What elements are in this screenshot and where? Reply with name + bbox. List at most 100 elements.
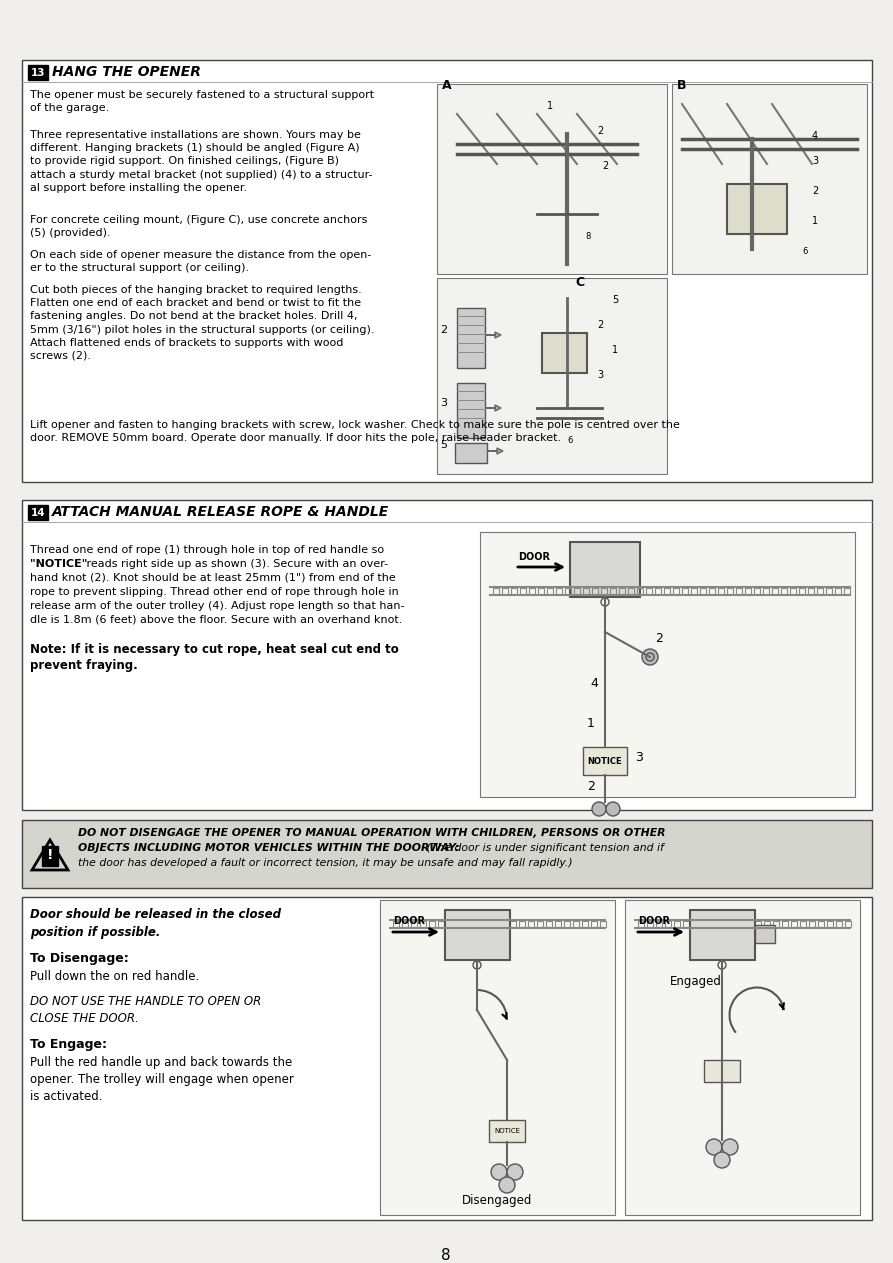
Text: Cut both pieces of the hanging bracket to required lengths.
Flatten one end of e: Cut both pieces of the hanging bracket t… [30, 285, 374, 361]
Bar [827, 921, 833, 927]
Bar [528, 921, 534, 927]
Bar [704, 1060, 740, 1082]
Bar [710, 921, 716, 927]
Bar [457, 308, 485, 368]
Bar [447, 921, 453, 927]
Text: Engaged: Engaged [670, 975, 722, 988]
Bar [582, 921, 588, 927]
Bar [755, 925, 775, 943]
Bar [727, 184, 787, 234]
Text: "NOTICE": "NOTICE" [30, 560, 88, 570]
Text: 2: 2 [597, 126, 604, 136]
Bar [700, 589, 706, 594]
FancyArrow shape [485, 405, 501, 410]
Bar [763, 589, 769, 594]
Bar [772, 589, 778, 594]
Bar [489, 1120, 525, 1142]
Bar [556, 589, 562, 594]
Bar [656, 921, 662, 927]
Text: To Disengage:: To Disengage: [30, 952, 129, 965]
Bar [573, 921, 579, 927]
Bar [542, 333, 587, 373]
Bar [719, 921, 725, 927]
Bar [799, 589, 805, 594]
Bar [773, 921, 779, 927]
Bar [690, 911, 755, 960]
Bar [537, 921, 543, 927]
Bar [638, 921, 644, 927]
Bar [701, 921, 707, 927]
Bar [817, 589, 823, 594]
Text: Pull down the on red handle.: Pull down the on red handle. [30, 970, 199, 983]
Bar [664, 589, 670, 594]
Bar [456, 921, 462, 927]
Text: 3: 3 [597, 370, 603, 380]
Bar [457, 383, 485, 438]
Bar [520, 589, 526, 594]
Bar [22, 61, 872, 482]
Bar [601, 589, 607, 594]
Bar [437, 278, 667, 474]
Text: 3: 3 [440, 398, 447, 408]
Bar [826, 589, 832, 594]
Bar [746, 921, 752, 927]
Bar [583, 589, 589, 594]
Bar [709, 589, 715, 594]
Circle shape [507, 1164, 523, 1180]
Text: the door has developed a fault or incorrect tension, it may be unsafe and may fa: the door has developed a fault or incorr… [78, 858, 572, 868]
Bar [619, 589, 625, 594]
Circle shape [722, 1139, 738, 1154]
Text: On each side of opener measure the distance from the open-
er to the structural : On each side of opener measure the dista… [30, 250, 371, 273]
Polygon shape [32, 840, 68, 870]
Bar [570, 542, 640, 597]
Bar [429, 921, 435, 927]
Text: 13: 13 [30, 67, 46, 77]
Bar [736, 589, 742, 594]
Text: 2: 2 [440, 325, 447, 335]
Bar [835, 589, 841, 594]
Circle shape [642, 649, 658, 666]
Text: 3: 3 [812, 157, 818, 165]
Bar [647, 921, 653, 927]
Bar [591, 921, 597, 927]
Bar [790, 589, 796, 594]
Text: 6: 6 [567, 436, 572, 445]
FancyArrow shape [487, 448, 503, 453]
Circle shape [491, 1164, 507, 1180]
Text: Lift opener and fasten to hanging brackets with screw, lock washer. Check to mak: Lift opener and fasten to hanging bracke… [30, 421, 680, 443]
Text: !: ! [46, 847, 54, 863]
Bar [519, 921, 525, 927]
Text: Note: If it is necessary to cut rope, heat seal cut end to: Note: If it is necessary to cut rope, he… [30, 643, 399, 655]
Bar [737, 921, 743, 927]
Bar [808, 589, 814, 594]
Bar [764, 921, 770, 927]
Bar [22, 820, 872, 888]
Bar [818, 921, 824, 927]
Bar [28, 505, 48, 520]
Bar [529, 589, 535, 594]
Text: 1: 1 [812, 216, 818, 226]
Bar [809, 921, 815, 927]
Bar [465, 921, 471, 927]
Bar [692, 921, 698, 927]
Bar [628, 589, 634, 594]
Text: 5: 5 [612, 296, 618, 304]
Bar [402, 921, 408, 927]
Bar [502, 589, 508, 594]
Bar [800, 921, 806, 927]
Text: Door should be released in the closed
position if possible.: Door should be released in the closed po… [30, 908, 281, 938]
Bar [511, 589, 517, 594]
Text: Disengaged: Disengaged [462, 1194, 532, 1207]
Text: release arm of the outer trolley (4). Adjust rope length so that han-: release arm of the outer trolley (4). Ad… [30, 601, 405, 611]
Bar [547, 589, 553, 594]
Bar [672, 85, 867, 274]
Circle shape [499, 1177, 515, 1194]
Bar [42, 846, 58, 866]
Text: The opener must be securely fastened to a structural support
of the garage.: The opener must be securely fastened to … [30, 90, 374, 114]
Text: 5: 5 [440, 440, 447, 450]
Bar [625, 901, 860, 1215]
Bar [673, 589, 679, 594]
Text: 2: 2 [587, 781, 595, 793]
Bar [510, 921, 516, 927]
Bar [438, 921, 444, 927]
